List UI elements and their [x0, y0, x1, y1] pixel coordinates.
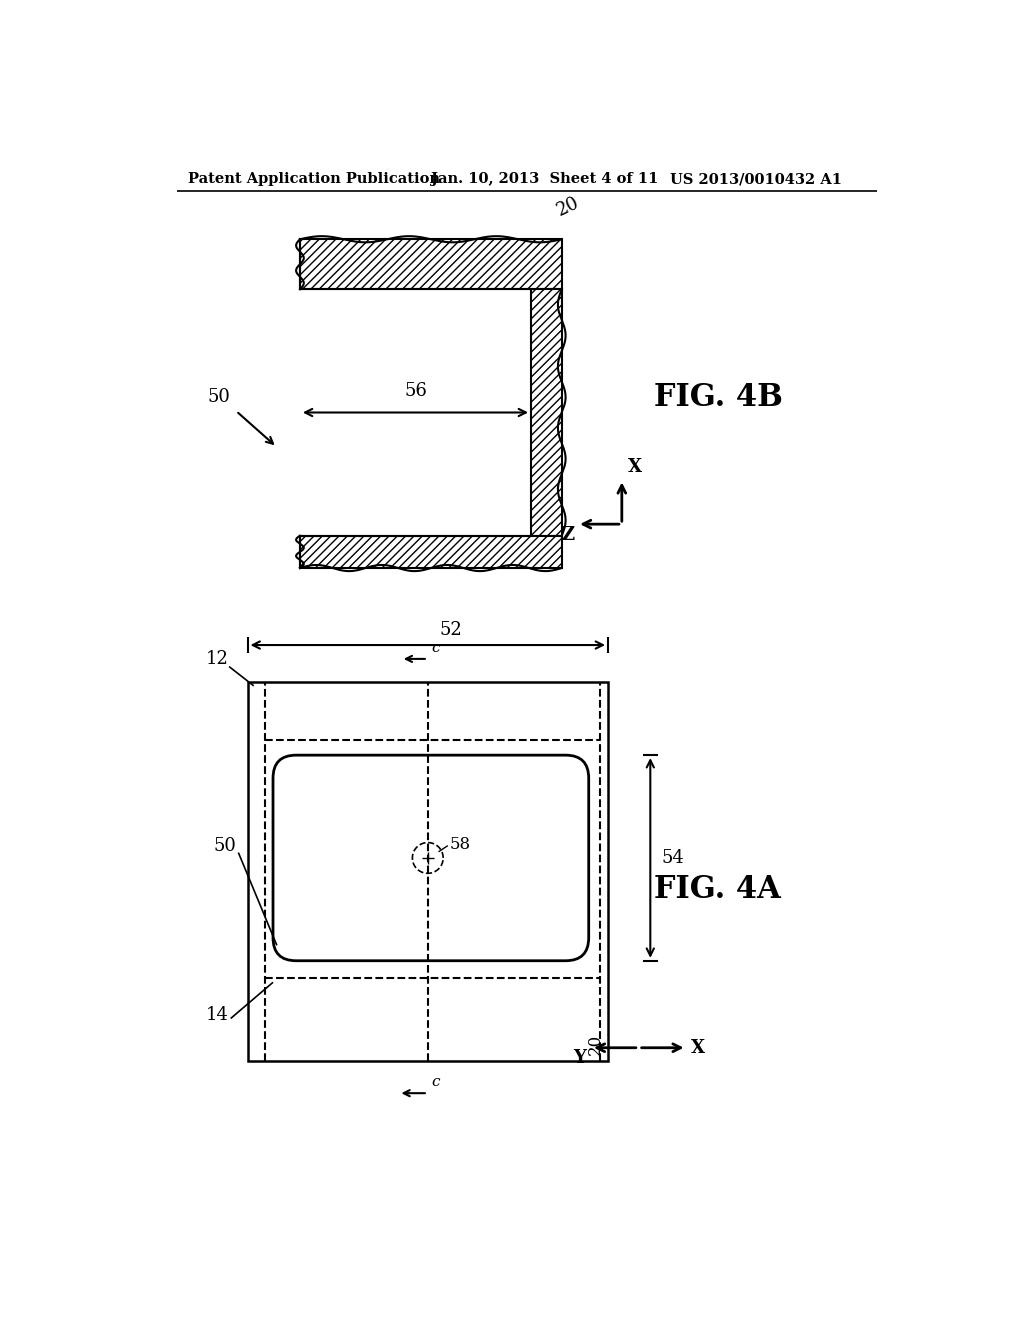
Text: Z: Z	[561, 527, 574, 544]
Text: 54: 54	[662, 849, 684, 867]
Text: Jan. 10, 2013  Sheet 4 of 11: Jan. 10, 2013 Sheet 4 of 11	[431, 172, 658, 186]
Text: 56: 56	[404, 383, 427, 400]
Text: c: c	[431, 1076, 439, 1089]
Text: c: c	[431, 642, 439, 655]
Polygon shape	[531, 289, 562, 536]
Text: 50: 50	[208, 388, 230, 407]
Text: US 2013/0010432 A1: US 2013/0010432 A1	[670, 172, 842, 186]
Text: X: X	[628, 458, 642, 477]
Text: Y: Y	[573, 1049, 587, 1068]
Polygon shape	[300, 239, 562, 289]
Text: 14: 14	[206, 1006, 229, 1023]
Text: 20: 20	[587, 1034, 603, 1055]
Text: 58: 58	[450, 836, 470, 853]
Polygon shape	[300, 536, 562, 568]
Text: 52: 52	[439, 620, 462, 639]
Bar	[248, 682, 608, 1061]
Text: 12: 12	[206, 649, 229, 668]
Text: X: X	[691, 1039, 706, 1057]
Text: FIG. 4A: FIG. 4A	[654, 874, 781, 906]
Text: 50: 50	[214, 837, 237, 855]
Text: FIG. 4B: FIG. 4B	[654, 381, 783, 413]
FancyBboxPatch shape	[273, 755, 589, 961]
Text: 20: 20	[554, 194, 583, 220]
Text: Patent Application Publication: Patent Application Publication	[188, 172, 440, 186]
